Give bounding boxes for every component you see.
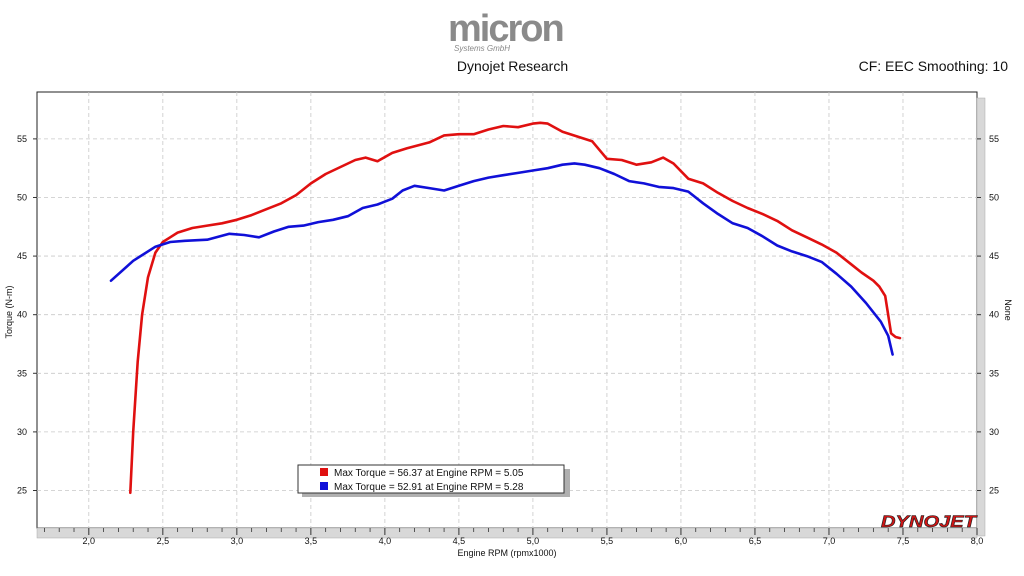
series-line-2: [109, 162, 894, 356]
x-axis-label: Engine RPM (rpmx1000): [457, 548, 556, 558]
x-tick-label: 8,0: [971, 536, 984, 546]
y-tick-label-right: 50: [989, 192, 999, 202]
legend-swatch-2: [320, 482, 328, 490]
y-tick-label-right: 25: [989, 485, 999, 495]
chart-header-info: CF: EEC Smoothing: 10: [858, 58, 1008, 74]
x-tick-label: 4,5: [453, 536, 466, 546]
legend-entry-2: Max Torque = 52.91 at Engine RPM = 5.28: [334, 482, 524, 493]
legend-swatch-1: [320, 468, 328, 476]
y-tick-label-right: 35: [989, 368, 999, 378]
logo-tagline: Systems GmbH: [454, 44, 511, 53]
plot-area: [36, 91, 978, 529]
y-tick-label-left: 50: [17, 192, 27, 202]
micron-logo: micron Systems GmbH: [440, 6, 585, 56]
x-tick-label: 3,0: [231, 536, 244, 546]
series-line-1: [129, 121, 902, 495]
x-tick-label: 5,0: [527, 536, 540, 546]
x-tick-label: 6,0: [675, 536, 688, 546]
x-tick-label: 7,0: [823, 536, 836, 546]
grid-lines: [37, 92, 977, 528]
legend-box: [297, 464, 565, 494]
right-axis-strip: [976, 97, 986, 537]
y-tick-label-left: 40: [17, 310, 27, 320]
x-tick-label: 3,5: [305, 536, 318, 546]
dynojet-watermark: DYNOJET: [881, 512, 978, 531]
y2-axis-label: None: [1003, 299, 1013, 321]
chart-header-title: Dynojet Research: [456, 58, 569, 74]
x-tick-label: 4,0: [379, 536, 392, 546]
series-lines: [109, 121, 902, 495]
x-tick-label: 2,5: [157, 536, 170, 546]
legend-entry-1: Max Torque = 56.37 at Engine RPM = 5.05: [334, 468, 524, 479]
y-axis-label: Torque (N-m): [4, 285, 14, 338]
y-tick-label-right: 45: [989, 251, 999, 261]
y-tick-label-left: 55: [17, 134, 27, 144]
x-tick-label: 2,0: [83, 536, 96, 546]
y-tick-label-left: 35: [17, 368, 27, 378]
x-tick-label: 5,5: [601, 536, 614, 546]
y-tick-label-right: 55: [989, 134, 999, 144]
logo-brand: micron: [448, 8, 565, 50]
y-tick-label-left: 25: [17, 485, 27, 495]
axis-ticks: 2,0 2,5 3,0 3,5 4,0 4,5 5,0 5,5 6,0 6,5 7,0 7,5 8,0 2…: [17, 134, 999, 546]
y-tick-label-right: 40: [989, 310, 999, 320]
x-tick-label: 6,5: [749, 536, 762, 546]
legend: Max Torque = 56.37 at Engine RPM = 5.05 …: [297, 464, 570, 497]
y-tick-label-left: 30: [17, 427, 27, 437]
y-tick-label-right: 30: [989, 427, 999, 437]
x-tick-label: 7,5: [897, 536, 910, 546]
y-tick-label-left: 45: [17, 251, 27, 261]
